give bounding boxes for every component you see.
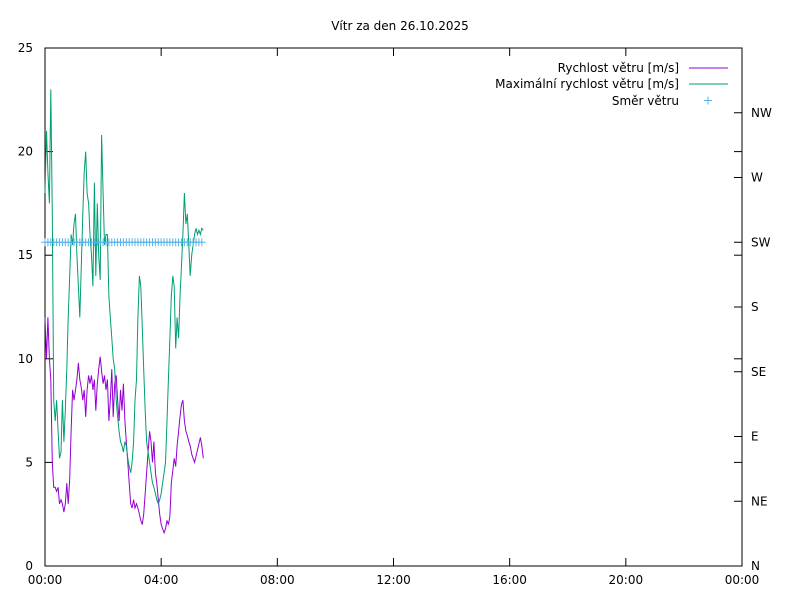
legend-swatch-direction xyxy=(704,96,712,105)
legend-label-speed: Rychlost větru [m/s] xyxy=(558,61,679,75)
x-tick-label: 16:00 xyxy=(492,573,527,587)
legend-label-max-speed: Maximální rychlost větru [m/s] xyxy=(495,77,679,91)
x-tick-label: 20:00 xyxy=(609,573,644,587)
series-line-1 xyxy=(44,89,204,506)
direction-point xyxy=(197,238,206,247)
y-axis: 0 5 10 15 20 25 xyxy=(18,41,742,573)
series-points-2 xyxy=(41,238,206,247)
y2-axis: N NE E SE S SW W NW xyxy=(734,106,772,573)
series-layer xyxy=(41,89,206,535)
x-tick-label: 00:00 xyxy=(725,573,760,587)
chart-title: Vítr za den 26.10.2025 xyxy=(331,19,469,33)
y2-tick-label: E xyxy=(751,430,759,444)
plot-area-border xyxy=(44,47,743,567)
y-tick-label: 0 xyxy=(25,559,33,573)
y2-tick-label: W xyxy=(751,171,763,185)
legend-label-direction: Směr větru xyxy=(612,94,679,108)
y-tick-label: 5 xyxy=(25,455,33,469)
y-tick-label: 25 xyxy=(18,41,33,55)
series-line-0 xyxy=(44,317,204,535)
y2-tick-label: NW xyxy=(751,106,772,120)
y2-tick-label: NE xyxy=(751,494,768,508)
x-tick-label: 08:00 xyxy=(260,573,295,587)
y-tick-label: 10 xyxy=(18,352,33,366)
x-tick-label: 12:00 xyxy=(376,573,411,587)
x-tick-label: 00:00 xyxy=(28,573,63,587)
y-tick-label: 20 xyxy=(18,145,33,159)
y2-tick-label: SE xyxy=(751,365,766,379)
y2-tick-label: N xyxy=(751,559,760,573)
y-tick-label: 15 xyxy=(18,248,33,262)
y2-tick-label: S xyxy=(751,300,759,314)
y2-tick-label: SW xyxy=(751,235,771,249)
x-tick-label: 04:00 xyxy=(144,573,179,587)
legend: Rychlost větru [m/s] Maximální rychlost … xyxy=(495,61,728,108)
x-axis: 00:00 04:00 08:00 12:00 16:00 20:00 00:00 xyxy=(28,48,760,587)
